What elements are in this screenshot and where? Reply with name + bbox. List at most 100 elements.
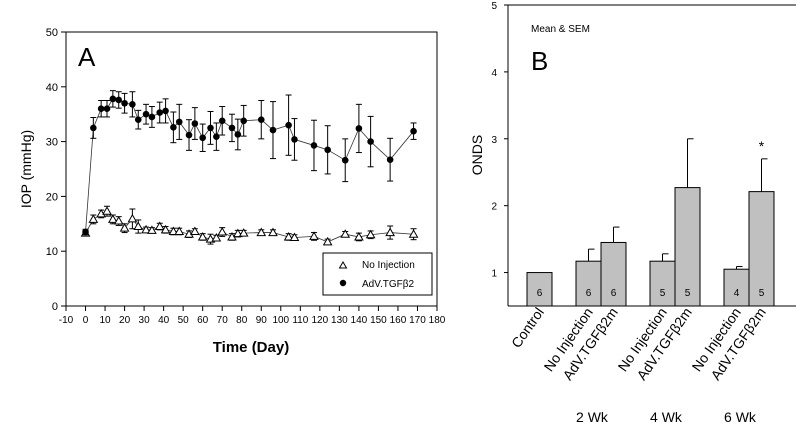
x-tick-label-a: 20: [119, 315, 131, 326]
data-point-no-injection: [354, 231, 364, 241]
data-point-no-injection: [365, 229, 376, 239]
data-point-no-injection: [238, 228, 249, 237]
y-axis-title-b: ONDS: [469, 135, 485, 175]
bar: [748, 191, 775, 307]
data-point-adv: [240, 117, 247, 125]
x-tick-label-a: -10: [59, 315, 74, 326]
x-tick-label-a: 150: [370, 315, 387, 326]
data-point-no-injection: [190, 226, 200, 235]
data-point-no-injection: [108, 214, 118, 223]
data-point-no-injection: [102, 206, 112, 215]
x-tick-label-a: 60: [197, 315, 209, 326]
n-label: 6: [586, 288, 592, 299]
data-point-adv: [175, 118, 183, 126]
data-point-adv: [386, 156, 394, 163]
x-tick-label-a: 70: [217, 315, 229, 326]
data-point-no-injection: [211, 233, 222, 242]
data-point-adv: [185, 131, 193, 139]
data-point-no-injection: [408, 229, 419, 238]
data-point-adv: [97, 105, 105, 113]
data-point-adv: [218, 117, 226, 125]
panel-label-a: A: [78, 42, 96, 72]
data-point-adv: [234, 131, 242, 138]
data-point-adv: [115, 96, 123, 104]
series-line-1: [85, 98, 414, 233]
significance-marker: *: [759, 138, 765, 154]
plot-area-a: [65, 31, 438, 307]
x-tick-label-a: 0: [83, 315, 89, 326]
y-tick-label-a: 20: [46, 191, 58, 203]
panel-a: A Time (Day) IOP (mmHg) -10 0 10 20 30 40 50 60…: [18, 27, 446, 356]
panel-label-b: B: [531, 46, 548, 76]
data-point-adv: [199, 134, 206, 142]
series-line-0: [85, 210, 414, 243]
data-point-adv: [367, 138, 374, 145]
n-label: 5: [685, 288, 691, 299]
data-point-adv: [257, 116, 265, 123]
data-point-no-injection: [141, 224, 151, 234]
x-tick-label-a: 30: [139, 315, 151, 326]
data-point-no-injection: [133, 221, 144, 231]
y-tick-label-b: 5: [491, 1, 497, 12]
y-tick-label-a: 30: [46, 137, 58, 149]
x-tick-label-a: 170: [409, 315, 426, 326]
data-point-no-injection: [147, 225, 157, 234]
axes-b: 1 2 3 4 5: [491, 1, 508, 280]
y-tick-label-a: 0: [52, 301, 58, 313]
data-point-adv: [162, 107, 169, 115]
legend-box: [322, 252, 433, 296]
y-tick-label-a: 10: [46, 246, 58, 258]
group-label: 4 Wk: [650, 409, 683, 425]
data-point-adv: [121, 99, 128, 107]
data-point-adv: [228, 124, 236, 132]
data-point-no-injection: [268, 227, 278, 237]
data-point-no-injection: [283, 231, 294, 241]
bar: [575, 260, 602, 307]
bar: [723, 268, 750, 307]
bar: [600, 241, 627, 307]
bar: [526, 272, 553, 307]
data-point-adv: [82, 228, 89, 236]
series-a: [80, 90, 419, 246]
data-point-adv: [324, 146, 331, 154]
n-label: 6: [611, 288, 617, 299]
bar: [674, 187, 701, 307]
data-point-adv: [213, 133, 220, 140]
x-tick-label-a: 140: [351, 315, 368, 326]
data-point-no-injection: [119, 223, 130, 232]
legend-marker-no-injection: [338, 261, 348, 269]
legend-label-no-injection: No Injection: [362, 260, 415, 271]
data-point-adv: [109, 95, 117, 103]
x-tick-label-a: 80: [236, 315, 248, 326]
bar: [649, 260, 676, 307]
data-point-adv: [410, 127, 417, 135]
data-point-adv: [129, 101, 136, 108]
data-point-adv: [103, 105, 111, 113]
group-label: 6 Wk: [724, 409, 757, 425]
data-point-no-injection: [113, 216, 124, 225]
data-point-adv: [310, 142, 318, 149]
data-point-no-injection: [309, 231, 319, 240]
x-axis-title-a: Time (Day): [213, 339, 289, 356]
category-label: Control: [508, 305, 547, 351]
x-tick-label-a: 160: [390, 315, 407, 326]
legend-marker-adv: [339, 279, 347, 287]
data-point-adv: [156, 109, 164, 116]
data-point-no-injection: [174, 226, 185, 235]
x-tick-label-a: 110: [292, 315, 308, 326]
n-label: 6: [537, 288, 543, 299]
data-point-adv: [291, 136, 298, 143]
y-tick-label-b: 1: [491, 269, 497, 280]
data-point-no-injection: [154, 221, 165, 231]
y-tick-label-b: 4: [491, 68, 497, 79]
x-tick-label-a: 40: [158, 315, 170, 326]
data-point-adv: [142, 110, 150, 118]
data-point-no-injection: [217, 227, 228, 236]
data-point-no-injection: [127, 213, 138, 223]
data-point-no-injection: [256, 227, 267, 237]
x-tick-label-a: 120: [311, 315, 328, 326]
data-point-no-injection: [289, 232, 300, 241]
